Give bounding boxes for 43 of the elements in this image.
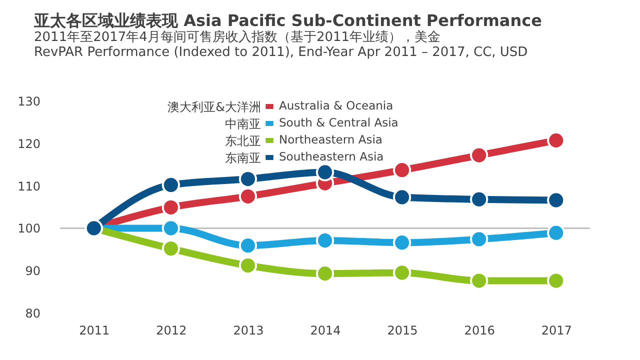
legend-label: Northeastern Asia [279, 132, 382, 146]
legend-label: Southeastern Asia [279, 150, 384, 164]
point [316, 163, 334, 182]
point [392, 234, 412, 252]
point [238, 187, 258, 206]
point [547, 272, 566, 290]
point [316, 264, 334, 283]
point [470, 272, 488, 290]
y-tick-label: 120 [18, 136, 40, 151]
x-tick-label: 2012 [156, 324, 187, 338]
x-tick-label: 2014 [310, 324, 341, 338]
point [162, 240, 180, 258]
point [162, 219, 180, 238]
point [470, 190, 488, 208]
point [547, 224, 566, 242]
legend-label: Australia & Oceania [279, 98, 394, 112]
annotation: 澳大利亚&大洋洲 [168, 100, 261, 114]
x-tick-label: 2011 [79, 324, 110, 338]
chart-title: 亚太各区域业绩表现 Asia Pacific Sub-Continent Performance [33, 11, 542, 30]
point [392, 188, 412, 206]
x-tick-label: 2016 [464, 324, 495, 338]
point [392, 264, 412, 282]
y-tick-label: 90 [25, 264, 40, 278]
y-tick-label: 100 [18, 222, 40, 236]
annotation: 中南亚 [225, 117, 261, 131]
point [547, 191, 566, 210]
x-tick-label: 2017 [541, 324, 572, 338]
point [470, 146, 488, 164]
y-tick-label: 80 [25, 306, 40, 320]
point [162, 176, 180, 194]
point [392, 161, 412, 180]
point [162, 198, 180, 216]
point [470, 230, 488, 248]
legend-label: South & Central Asia [279, 116, 398, 130]
chart-subtitle: 2011年至2017年4月每间可售房收入指数（基于2011年业绩），美金 RevPAR Performance (Indexed to 2011), End-Year Apr 2011 – 2017, CC, USD [34, 29, 528, 60]
y-tick-label: 130 [18, 94, 40, 108]
x-tick-label: 2015 [387, 324, 418, 338]
point [547, 131, 566, 150]
x-tick-label: 2013 [233, 324, 264, 338]
annotation: 东北亚 [225, 134, 261, 148]
annotation: 东南亚 [225, 151, 261, 165]
y-tick-label: 110 [18, 179, 40, 194]
point [238, 236, 258, 255]
